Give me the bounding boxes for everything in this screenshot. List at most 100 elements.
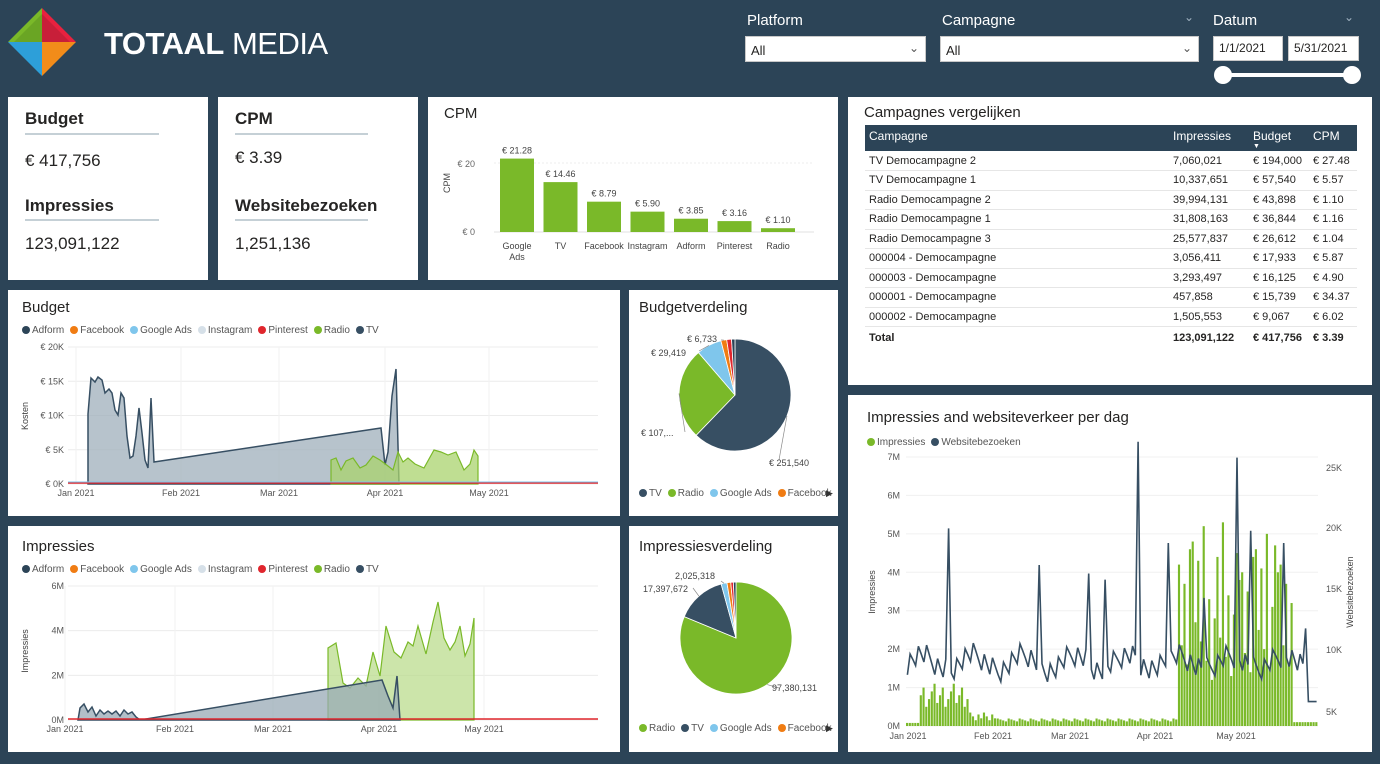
legend-label: Radio xyxy=(323,564,350,575)
y-tick-label-left: 2M xyxy=(887,644,900,654)
column-header-budget[interactable]: Budget ▼ xyxy=(1249,125,1309,151)
legend-item-radio[interactable]: Radio xyxy=(313,564,350,575)
legend-item-radio[interactable]: Radio xyxy=(667,488,704,499)
legend-item-radio[interactable]: Radio xyxy=(313,325,350,336)
pie-slice-adform xyxy=(732,581,737,639)
x-tick-label: Feb 2021 xyxy=(974,731,1012,741)
bar-facebook xyxy=(587,201,621,232)
pie-leader-line xyxy=(778,415,788,461)
table-row[interactable]: 000003 - Democampagne 3,293,497 € 16,125 € … xyxy=(865,268,1357,288)
legend-item-adform[interactable]: Adform xyxy=(22,564,64,575)
impressies-bar xyxy=(916,722,920,726)
budget-chart-title: Budget xyxy=(22,299,70,316)
legend-next-arrow-icon[interactable]: ▶ xyxy=(826,489,833,499)
impressies-bar xyxy=(1073,718,1076,726)
chevron-down-icon[interactable]: ⌄ xyxy=(1344,10,1355,24)
legend-item-facebook[interactable]: Facebook xyxy=(70,325,124,336)
impressies-bar xyxy=(1293,722,1296,726)
legend-next-arrow-icon[interactable]: ▶ xyxy=(826,724,833,734)
legend-item-tv[interactable]: TV xyxy=(681,723,704,734)
campagne-label: Campagne xyxy=(942,12,1016,29)
column-header-cpm[interactable]: CPM xyxy=(1309,125,1357,151)
impressies-bar xyxy=(1090,720,1093,726)
table-row[interactable]: 000001 - Democampagne 457,858 € 15,739 € 34… xyxy=(865,287,1357,308)
legend-item-google-ads[interactable]: Google Ads xyxy=(709,488,772,499)
table-row[interactable]: TV Democampagne 2 7,060,021 € 194,000 € 27.… xyxy=(865,151,1357,171)
impressies-bar xyxy=(1304,722,1307,726)
impressies-bar xyxy=(922,687,925,726)
table-total-row[interactable]: Total 123,091,122 € 417,756 € 3.39 xyxy=(865,326,1357,349)
legend-dot-icon xyxy=(931,438,940,446)
y-tick-label: 2M xyxy=(51,670,64,680)
impressies-bar xyxy=(1161,718,1164,726)
x-tick-label: Feb 2021 xyxy=(156,724,194,734)
legend-label: Adform xyxy=(32,564,65,575)
legend-item-impressies[interactable]: Impressies xyxy=(867,437,925,448)
legend-label: Google Ads xyxy=(140,564,192,575)
start-date-input[interactable]: 1/1/2021 xyxy=(1213,36,1283,61)
x-tick-label: Pinterest xyxy=(717,241,753,251)
legend-dot-icon xyxy=(197,326,206,334)
legend-item-tv[interactable]: TV xyxy=(639,488,662,499)
table-row[interactable]: Radio Democampagne 3 25,577,837 € 26,612 € … xyxy=(865,229,1357,249)
campagne-dropdown[interactable]: All ⌄ xyxy=(940,36,1199,62)
legend-dot-icon xyxy=(197,565,206,573)
budget-chart-card: Budget Adform Facebook Google Ads Instagram… xyxy=(8,290,620,516)
impressies-bar xyxy=(1109,719,1112,726)
impressies-bar xyxy=(1263,649,1266,726)
x-tick-label: Jan 2021 xyxy=(57,488,94,498)
impressies-bar xyxy=(919,695,922,726)
legend-item-adform[interactable]: Adform xyxy=(22,325,64,336)
table-row[interactable]: Radio Democampagne 1 31,808,163 € 36,844 € … xyxy=(865,209,1357,230)
impressies-bar xyxy=(1180,645,1183,726)
legend-item-instagram[interactable]: Instagram xyxy=(197,564,252,575)
impressies-bar xyxy=(908,722,911,726)
y-tick-label: 6M xyxy=(51,581,64,591)
table-cell: Radio Democampagne 2 xyxy=(865,190,1169,210)
legend-label: Radio xyxy=(649,723,676,734)
legend-item-pinterest[interactable]: Pinterest xyxy=(258,325,308,336)
sort-descending-icon: ▼ xyxy=(1253,143,1260,150)
table-row[interactable]: TV Democampagne 1 10,337,651 € 57,540 € 5.5… xyxy=(865,170,1357,191)
impressies-bar xyxy=(1057,720,1060,726)
legend-item-tv[interactable]: TV xyxy=(355,564,379,575)
impressies-bar xyxy=(1133,720,1137,726)
kpi-card-cpm-bezoeken: CPM € 3.39 Websitebezoeken 1,251,136 xyxy=(218,97,418,280)
date-range-end-handle[interactable] xyxy=(1343,66,1361,84)
impressies-bar xyxy=(1051,718,1054,726)
impressies-bar xyxy=(1037,721,1040,726)
legend-item-google-ads[interactable]: Google Ads xyxy=(709,723,772,734)
impressies-bar xyxy=(1166,720,1170,726)
legend-item-instagram[interactable]: Instagram xyxy=(197,325,252,336)
platform-dropdown[interactable]: All ⌄ xyxy=(745,36,926,62)
legend-item-tv[interactable]: TV xyxy=(355,325,379,336)
column-header-impressies[interactable]: Impressies xyxy=(1169,125,1249,151)
table-row[interactable]: 000002 - Democampagne 1,505,553 € 9,067 € 6… xyxy=(865,307,1357,327)
table-cell: 000002 - Democampagne xyxy=(865,307,1169,327)
legend-item-facebook[interactable]: Facebook xyxy=(777,723,832,734)
pie-leader-line xyxy=(767,684,780,689)
chevron-down-icon[interactable]: ⌄ xyxy=(1184,10,1195,24)
legend-item-websitebezoeken[interactable]: Websitebezoeken xyxy=(931,437,1021,448)
impressies-bar xyxy=(1046,720,1049,726)
table-cell: € 27.48 xyxy=(1309,151,1357,171)
traffic-chart-title: Impressies and websiteverkeer per dag xyxy=(867,409,1129,426)
y-tick-label-left: 0M xyxy=(887,721,900,731)
table-row[interactable]: Radio Democampagne 2 39,994,131 € 43,898 € … xyxy=(865,190,1357,210)
table-cell: € 36,844 xyxy=(1249,209,1309,230)
legend-item-pinterest[interactable]: Pinterest xyxy=(258,564,308,575)
table-row[interactable]: 000004 - Democampagne 3,056,411 € 17,933 € … xyxy=(865,248,1357,269)
legend-item-google-ads[interactable]: Google Ads xyxy=(130,325,192,336)
date-range-start-handle[interactable] xyxy=(1214,66,1232,84)
impressies-bar xyxy=(1296,722,1299,726)
column-header-campagne[interactable]: Campagne xyxy=(865,125,1169,151)
impressies-bar xyxy=(1015,721,1019,726)
legend-item-facebook[interactable]: Facebook xyxy=(70,564,124,575)
legend-item-facebook[interactable]: Facebook xyxy=(777,488,832,499)
legend-item-google-ads[interactable]: Google Ads xyxy=(130,564,192,575)
end-date-input[interactable]: 5/31/2021 xyxy=(1288,36,1359,61)
legend-item-radio[interactable]: Radio xyxy=(639,723,675,734)
impressies-bar xyxy=(1013,720,1016,726)
impressies-bar xyxy=(1059,721,1062,726)
